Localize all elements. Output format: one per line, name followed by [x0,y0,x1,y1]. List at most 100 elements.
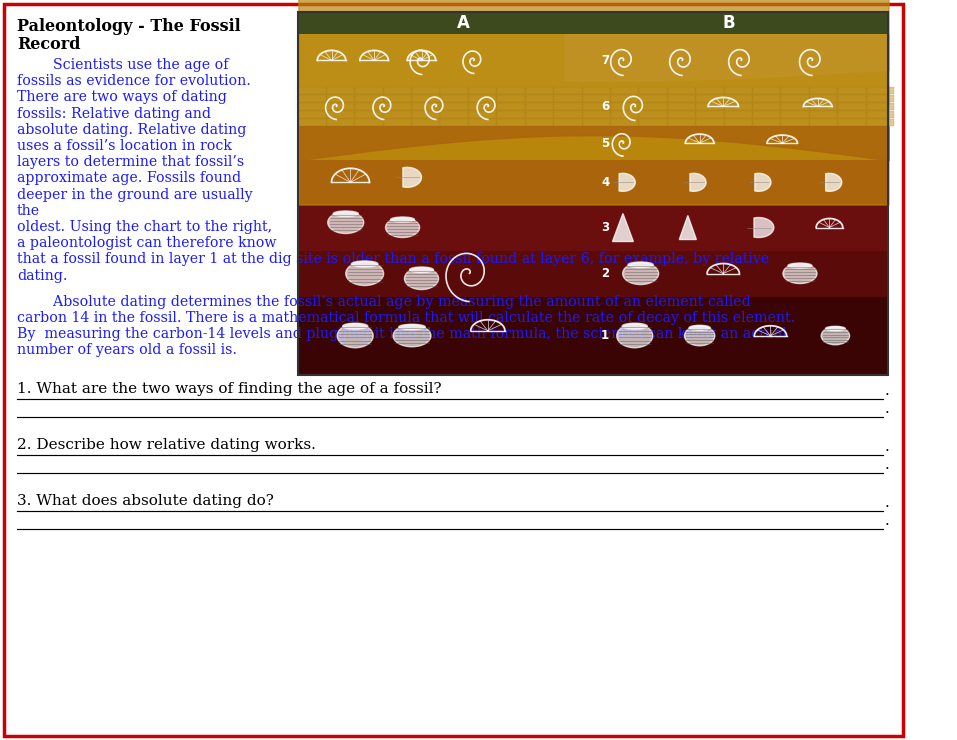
Bar [668,103,695,110]
Text: 7: 7 [601,54,610,67]
Bar [838,119,866,126]
Bar [326,119,354,126]
Bar [384,87,412,94]
Text: Absolute dating determines the fossil’s actual age by measuring the amount of an: Absolute dating determines the fossil’s … [17,295,751,309]
Bar [469,87,497,94]
Bar [326,103,354,110]
Bar [299,204,888,251]
Bar [696,119,723,126]
Bar [611,111,638,118]
Bar [782,103,809,110]
Bar [867,87,894,94]
Bar [810,95,837,102]
Text: By  measuring the carbon-14 levels and plugging it into the math formula, the sc: By measuring the carbon-14 levels and pl… [17,327,787,341]
Bar [611,87,638,94]
Bar [668,87,695,94]
Ellipse shape [343,323,367,329]
Bar [753,103,781,110]
Polygon shape [690,173,706,192]
Bar [611,103,638,110]
Bar [554,87,582,94]
Bar [384,95,412,102]
Text: .: . [884,458,889,472]
Bar [867,119,894,126]
Bar [838,87,866,94]
Bar [412,87,439,94]
Bar [299,87,325,94]
Bar [299,87,888,126]
Text: .: . [884,402,889,416]
Bar [724,103,752,110]
Bar [696,87,723,94]
Text: that a fossil found in layer 1 at the dig site is older than a fossil found at l: that a fossil found in layer 1 at the di… [17,252,769,266]
Bar [696,95,723,102]
Bar [384,119,412,126]
Bar [299,160,888,204]
Text: 4: 4 [601,176,610,189]
Text: oldest. Using the chart to the right,: oldest. Using the chart to the right, [17,220,272,234]
Bar [668,119,695,126]
Text: 1. What are the two ways of finding the age of a fossil?: 1. What are the two ways of finding the … [17,382,442,396]
Bar [355,103,383,110]
Bar [724,87,752,94]
Text: fossils: Relative dating and: fossils: Relative dating and [17,107,211,121]
Text: .: . [884,440,889,454]
Bar [838,103,866,110]
Text: uses a fossil’s location in rock: uses a fossil’s location in rock [17,139,232,153]
Bar [498,87,524,94]
Bar [299,34,888,375]
Bar [384,111,412,118]
Ellipse shape [616,324,653,348]
Bar [639,95,667,102]
Bar [440,111,468,118]
Bar [639,87,667,94]
Bar [355,111,383,118]
Ellipse shape [333,211,358,217]
Text: dating.: dating. [17,269,68,283]
Bar [440,103,468,110]
FancyBboxPatch shape [4,4,902,736]
Bar [326,87,354,94]
Bar [498,103,524,110]
Text: Paleontology - The Fossil: Paleontology - The Fossil [17,18,240,35]
Bar [299,12,888,375]
Bar [611,95,638,102]
Bar [299,103,325,110]
Bar [384,103,412,110]
Bar [583,111,610,118]
Bar [583,87,610,94]
Bar [724,111,752,118]
Bar [583,119,610,126]
Bar [753,87,781,94]
Bar [639,111,667,118]
Bar [724,119,752,126]
Bar [412,119,439,126]
Text: 3. What does absolute dating do?: 3. What does absolute dating do? [17,494,274,508]
Ellipse shape [622,323,647,329]
Text: Record: Record [17,36,80,53]
Text: absolute dating. Relative dating: absolute dating. Relative dating [17,123,246,137]
Polygon shape [826,173,842,192]
Bar [753,95,781,102]
Bar [355,87,383,94]
Polygon shape [755,173,771,192]
Ellipse shape [386,218,419,238]
Text: .: . [884,384,889,398]
Polygon shape [612,214,634,241]
Text: a paleontologist can therefore know: a paleontologist can therefore know [17,236,277,250]
Bar [810,87,837,94]
Bar [498,111,524,118]
Bar [611,119,638,126]
Text: .: . [884,496,889,510]
Text: deeper in the ground are usually: deeper in the ground are usually [17,188,253,201]
Ellipse shape [327,212,364,234]
Bar [753,111,781,118]
Bar [326,111,354,118]
Bar [469,103,497,110]
Bar [810,103,837,110]
Bar [810,119,837,126]
Polygon shape [754,218,774,238]
Text: the: the [17,204,40,218]
Bar [782,95,809,102]
Text: 2: 2 [601,267,610,280]
